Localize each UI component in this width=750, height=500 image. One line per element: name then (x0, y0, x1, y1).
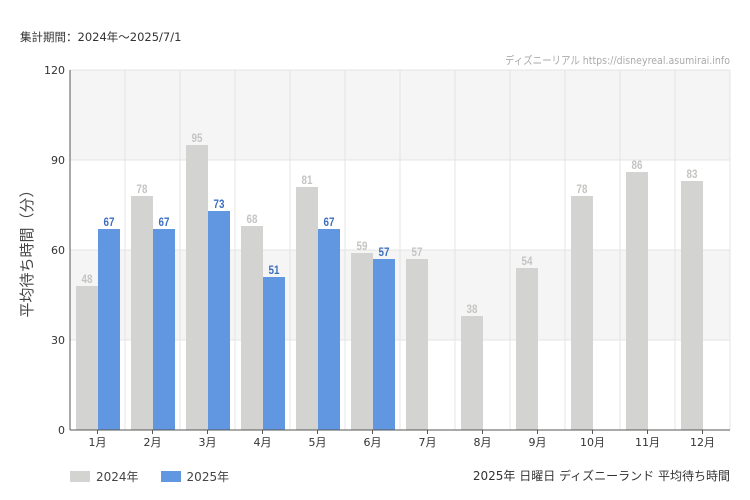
bar-2024年-12月 (681, 181, 703, 430)
bar-2024年-2月 (131, 196, 153, 430)
bar-2025年-2月 (153, 229, 175, 430)
x-tick-label: 8月 (474, 436, 492, 449)
bar-2025年-6月 (373, 259, 395, 430)
x-tick-label: 11月 (635, 436, 660, 449)
data-label: 59 (357, 240, 368, 253)
y-axis-ticks: 0 30 60 90 120 (44, 64, 65, 437)
data-label: 67 (104, 216, 115, 229)
y-tick-label: 0 (58, 424, 65, 437)
bar-2024年-8月 (461, 316, 483, 430)
legend: 2024年 2025年 (70, 468, 229, 485)
y-axis-title: 平均待ち時間（分） (18, 182, 36, 317)
bar-2024年-10月 (571, 196, 593, 430)
data-label: 86 (632, 159, 643, 172)
source-credit: ディズニーリアル https://disneyreal.asumirai.inf… (505, 53, 730, 67)
x-tick-label: 6月 (364, 436, 382, 449)
data-label: 95 (192, 132, 203, 145)
bar-2024年-11月 (626, 172, 648, 430)
data-labels: 48 78 95 68 81 59 57 38 54 78 86 83 67 67 73 51 67 57 (82, 132, 698, 316)
bar-2024年-9月 (516, 268, 538, 430)
legend-item-2025[interactable]: 2025年 (160, 468, 230, 485)
x-tick-label: 12月 (690, 436, 715, 449)
data-label: 83 (687, 168, 698, 181)
data-label: 57 (379, 246, 390, 259)
bar-2025年-1月 (98, 229, 120, 430)
data-label: 48 (82, 273, 93, 286)
bar-2025年-4月 (263, 277, 285, 430)
bar-2024年-4月 (241, 226, 263, 430)
x-tick-label: 5月 (309, 436, 327, 449)
data-label: 57 (412, 246, 423, 259)
data-label: 81 (302, 174, 313, 187)
x-tick-label: 3月 (199, 436, 217, 449)
x-tick-label: 2月 (144, 436, 162, 449)
x-tick-label: 9月 (529, 436, 547, 449)
bar-2024年-7月 (406, 259, 428, 430)
bar-2025年-5月 (318, 229, 340, 430)
bar-2024年-3月 (186, 145, 208, 430)
legend-swatch-2024 (70, 471, 90, 482)
data-label: 67 (159, 216, 170, 229)
bar-2025年-3月 (208, 211, 230, 430)
y-tick-label: 120 (44, 64, 65, 77)
legend-swatch-2025 (160, 471, 181, 482)
period-label: 集計期間：2024年～2025/7/1 (20, 30, 182, 44)
y-tick-label: 30 (51, 334, 65, 347)
bar-2024年-1月 (76, 286, 98, 430)
chart-caption: 2025年 日曜日 ディズニーランド 平均待ち時間 (472, 469, 730, 483)
x-tick-label: 1月 (89, 436, 107, 449)
data-label: 73 (214, 198, 225, 211)
bars (76, 145, 703, 430)
data-label: 67 (324, 216, 335, 229)
data-label: 78 (577, 183, 588, 196)
legend-label-2025: 2025年 (186, 470, 230, 484)
data-label: 68 (247, 213, 258, 226)
y-tick-label: 90 (51, 154, 65, 167)
x-tick-label: 7月 (419, 436, 437, 449)
legend-label-2024: 2024年 (96, 470, 139, 484)
bar-2024年-6月 (351, 253, 373, 430)
x-tick-label: 4月 (254, 436, 272, 449)
data-label: 78 (137, 183, 148, 196)
y-tick-label: 60 (51, 244, 65, 257)
data-label: 51 (269, 264, 280, 277)
x-axis-ticks: 1月 2月 3月 4月 5月 6月 7月 8月 9月 10月 11月 12月 (89, 430, 715, 449)
bar-2024年-5月 (296, 187, 318, 430)
legend-item-2024[interactable]: 2024年 (70, 468, 139, 485)
x-tick-label: 10月 (580, 436, 605, 449)
data-label: 54 (522, 255, 534, 268)
data-label: 38 (467, 303, 478, 316)
